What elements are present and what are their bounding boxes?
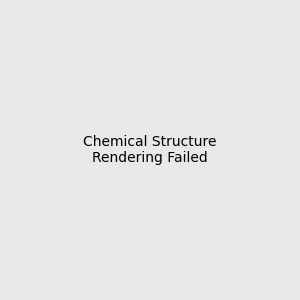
Text: Chemical Structure
Rendering Failed: Chemical Structure Rendering Failed [83, 135, 217, 165]
